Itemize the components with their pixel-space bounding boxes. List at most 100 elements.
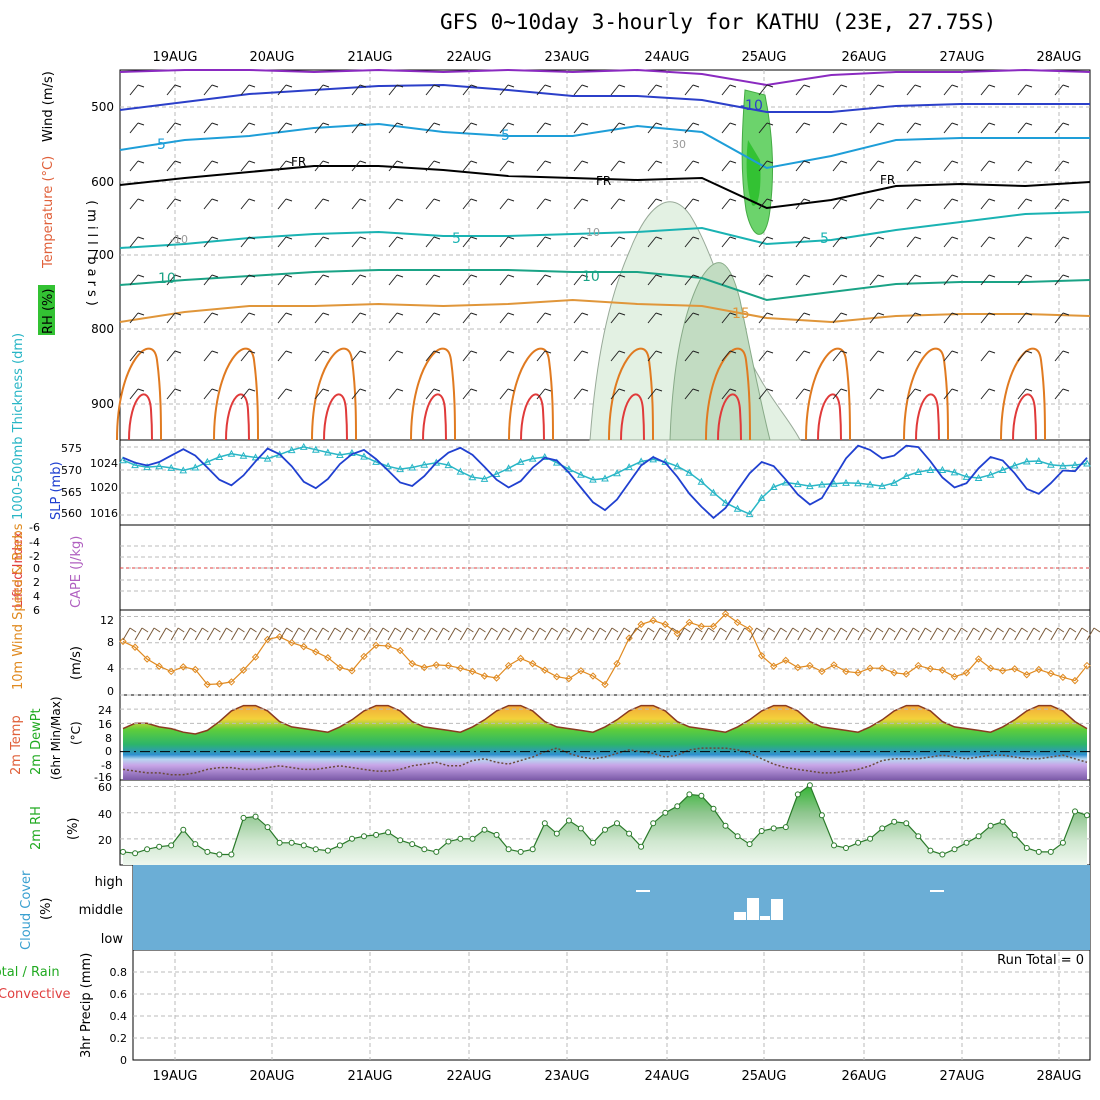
wind-barb [137, 236, 145, 240]
wind-barb [425, 236, 435, 248]
wind10m-point [974, 655, 983, 663]
wind-barb [544, 388, 552, 392]
wind-barb [684, 84, 694, 96]
wind-barb [906, 312, 916, 324]
wind10m-barb [387, 627, 396, 641]
wind10m-point [408, 659, 416, 668]
wind10m-barb [713, 627, 721, 641]
wind10m-barb [857, 627, 866, 641]
rh2m-point [156, 843, 163, 850]
wind-barb [396, 312, 404, 316]
cloud-patch [636, 890, 650, 892]
wind-barb [462, 198, 472, 210]
contour-label: 10 [158, 271, 176, 287]
thickness-point [287, 446, 296, 454]
wind10m-barb [725, 627, 733, 641]
surface-temp-loop [1000, 347, 1046, 441]
rh2m-point [1084, 812, 1090, 819]
pressure-tick: 600 [91, 175, 114, 189]
wind-barb [388, 122, 398, 134]
wind-barb [655, 84, 663, 88]
wind-barb [692, 350, 700, 354]
wind10m-barb [809, 627, 818, 641]
wind10m-barb [177, 627, 185, 633]
wind10m-point [468, 667, 477, 676]
wind-barb [758, 84, 768, 96]
wind-barb [470, 274, 478, 278]
wind-barb [877, 122, 885, 126]
wind10m-barb [291, 627, 300, 641]
surface-temp-loop [311, 347, 357, 441]
wind-barb [692, 84, 700, 88]
surface-temp-loop [116, 347, 162, 441]
rh2m-point [565, 817, 572, 824]
wind10m-barb [900, 627, 908, 633]
wind10m-point [480, 672, 489, 680]
wind-barb [914, 160, 922, 164]
wind-barb [766, 312, 774, 316]
wind-barb [351, 312, 361, 324]
wind-barb [396, 388, 404, 392]
wind-barb [248, 160, 256, 164]
wind-barb [137, 122, 145, 126]
wind-barb [692, 312, 700, 316]
wind10m-barb [708, 627, 715, 633]
wind10m-barb [737, 627, 745, 641]
wind-barb [1062, 312, 1070, 316]
rh2m-point [1023, 845, 1030, 851]
wind-barb [137, 312, 145, 316]
wind-barb [758, 236, 768, 248]
wind-barb [729, 160, 737, 164]
wind-barb [174, 122, 182, 126]
wind-barb [248, 388, 256, 392]
wind10m-barb [170, 627, 179, 641]
wind-barb [314, 350, 324, 362]
wind10m-barb [158, 627, 167, 641]
wind-tick: 0 [107, 685, 114, 698]
wind10m-barb [508, 627, 517, 641]
contour-label: FR [291, 155, 306, 169]
wind-barb [943, 236, 953, 248]
thickness-point [1083, 459, 1091, 467]
wind10m-barb [780, 627, 787, 633]
top-date-tick: 22AUG [446, 50, 491, 65]
wind-barb [277, 122, 287, 134]
wind-barb [581, 198, 589, 202]
wind-barb [655, 350, 663, 354]
thickness-point [227, 449, 236, 457]
thickness-point [528, 454, 537, 462]
rh2m-point [843, 845, 849, 851]
rh2m-point [674, 803, 681, 810]
wind10m-barb [1062, 627, 1071, 641]
precip-tick: 0.8 [110, 966, 128, 979]
wind-barb [840, 312, 848, 316]
wind10m-barb [893, 627, 902, 641]
wind10m-barb [556, 627, 565, 641]
rh2m-point [132, 850, 139, 857]
rh2m-point [1072, 808, 1078, 815]
wind-barb [610, 160, 620, 172]
wind-barb [203, 388, 213, 400]
thickness-point [504, 464, 513, 472]
wind10m-barb [925, 627, 932, 633]
wind-barb [869, 160, 879, 172]
wind10m-barb [141, 627, 149, 633]
wind10m-barb [218, 627, 227, 641]
wind-barb [425, 350, 435, 362]
wind-barb [277, 350, 287, 362]
top-date-tick: 28AUG [1036, 50, 1081, 65]
wind10m-barb [532, 627, 541, 641]
wind-barb [988, 236, 996, 240]
wind-barb [795, 274, 805, 286]
surface-temp-loop [508, 347, 554, 441]
wind-barb [758, 122, 768, 134]
wind-barb [684, 350, 694, 362]
wind-barb [803, 236, 811, 240]
wind-barb [1054, 198, 1064, 210]
wind-barb [906, 274, 916, 286]
wind-barb [211, 84, 219, 88]
wind-barb [840, 198, 848, 202]
wind-barb [721, 236, 731, 248]
wind-barb [129, 388, 139, 400]
wind10m-point [794, 663, 802, 672]
